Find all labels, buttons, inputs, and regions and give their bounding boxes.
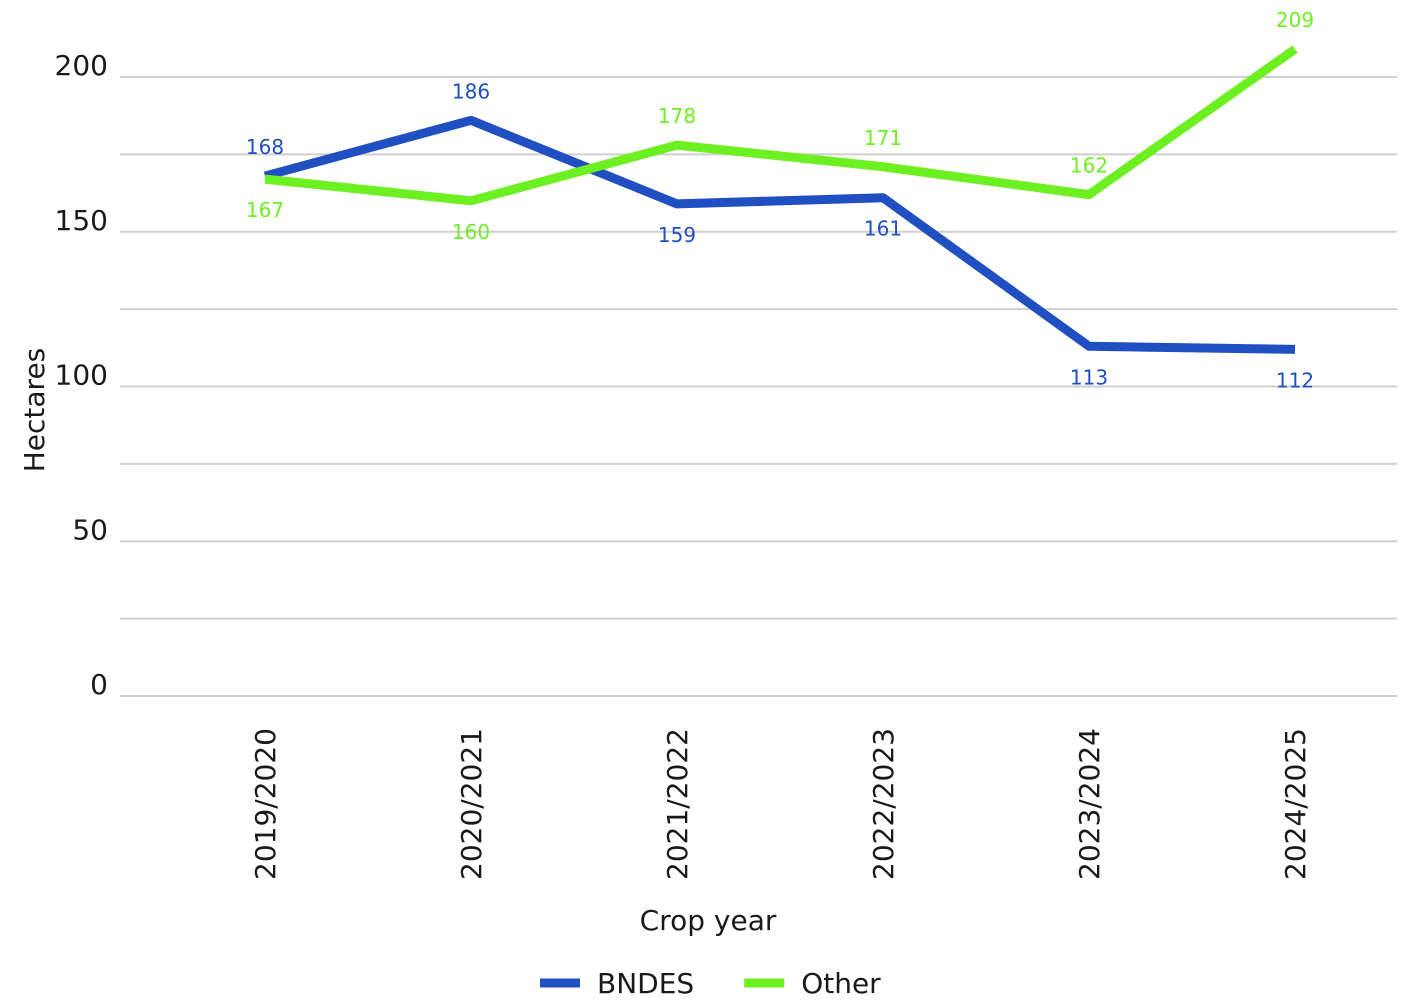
legend-label: Other <box>801 967 881 1000</box>
x-tick-label: 2024/2025 <box>1279 728 1312 880</box>
y-axis-label: Hectares <box>18 348 51 473</box>
y-tick-label: 150 <box>55 204 108 237</box>
y-tick-label: 0 <box>90 668 108 701</box>
data-label: 159 <box>658 223 696 247</box>
data-label: 162 <box>1070 154 1108 178</box>
data-label: 186 <box>452 79 490 103</box>
series-line <box>263 115 1296 354</box>
x-axis-label: Crop year <box>640 904 777 937</box>
y-tick-label: 50 <box>72 513 108 546</box>
y-tick-label: 100 <box>55 359 108 392</box>
x-tick-label: 2022/2023 <box>867 728 900 880</box>
data-label: 209 <box>1276 8 1314 32</box>
series-line <box>264 45 1298 206</box>
data-label: 161 <box>864 217 902 241</box>
data-label: 160 <box>452 220 490 244</box>
data-label: 113 <box>1070 365 1108 389</box>
data-label: 171 <box>864 126 902 150</box>
data-label: 112 <box>1276 368 1314 392</box>
x-tick-label: 2021/2022 <box>661 728 694 880</box>
x-tick-label: 2020/2021 <box>455 728 488 880</box>
legend-label: BNDES <box>597 967 694 1000</box>
data-label: 178 <box>658 104 696 128</box>
y-tick-label: 200 <box>55 49 108 82</box>
x-tick-label: 2023/2024 <box>1073 728 1106 880</box>
data-label: 167 <box>246 198 284 222</box>
data-label: 168 <box>246 135 284 159</box>
x-tick-label: 2019/2020 <box>249 728 282 880</box>
